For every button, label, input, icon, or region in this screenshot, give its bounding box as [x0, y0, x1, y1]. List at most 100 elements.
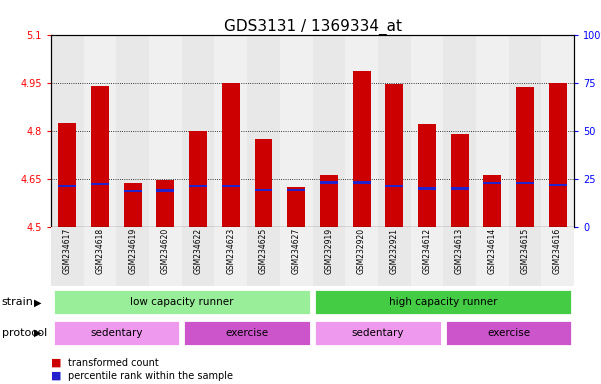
Bar [345, 35, 378, 227]
Bar [84, 227, 117, 286]
Bar [53, 320, 180, 346]
Bar [182, 35, 215, 227]
Bar [247, 227, 280, 286]
Bar [313, 227, 345, 286]
Bar [117, 227, 149, 286]
Bar [247, 35, 280, 227]
Text: GSM234616: GSM234616 [553, 228, 562, 274]
Text: GSM234622: GSM234622 [194, 228, 203, 274]
Bar [149, 227, 182, 286]
Bar [476, 35, 508, 227]
Text: low capacity runner: low capacity runner [130, 297, 234, 307]
Bar [418, 124, 436, 227]
Text: exercise: exercise [225, 328, 269, 338]
Text: sedentary: sedentary [90, 328, 142, 338]
Bar [445, 320, 572, 346]
Text: ■: ■ [51, 358, 61, 368]
Text: ■: ■ [51, 371, 61, 381]
Bar [314, 320, 442, 346]
Bar [549, 184, 567, 186]
Bar [320, 175, 338, 227]
Bar [91, 86, 109, 227]
Bar [320, 181, 338, 184]
Bar [476, 227, 508, 286]
Text: GSM234619: GSM234619 [128, 228, 137, 274]
Bar [378, 35, 410, 227]
Text: GSM234623: GSM234623 [227, 228, 236, 274]
Bar [124, 190, 142, 192]
Bar [542, 227, 574, 286]
Bar [58, 185, 76, 187]
Bar [280, 35, 313, 227]
Text: GSM234627: GSM234627 [291, 228, 300, 274]
Bar [508, 35, 542, 227]
Text: GSM234620: GSM234620 [161, 228, 170, 274]
Bar [516, 182, 534, 184]
Bar [51, 35, 84, 227]
Text: ▶: ▶ [34, 297, 41, 308]
Bar [385, 185, 403, 187]
Bar [156, 189, 174, 192]
Text: GSM232920: GSM232920 [357, 228, 366, 274]
Bar [91, 183, 109, 185]
Bar [418, 187, 436, 190]
Text: ▶: ▶ [34, 328, 41, 338]
Text: transformed count: transformed count [68, 358, 159, 368]
Text: sedentary: sedentary [352, 328, 404, 338]
Bar [254, 189, 272, 191]
Bar [51, 227, 84, 286]
Text: GSM232919: GSM232919 [325, 228, 334, 274]
Bar [451, 134, 469, 227]
Bar [443, 227, 476, 286]
Bar [508, 227, 542, 286]
Text: percentile rank within the sample: percentile rank within the sample [68, 371, 233, 381]
Text: GSM234618: GSM234618 [96, 228, 105, 274]
Bar [124, 184, 142, 227]
Text: exercise: exercise [487, 328, 530, 338]
Bar [222, 185, 240, 187]
Bar [483, 182, 501, 184]
Text: GSM232921: GSM232921 [389, 228, 398, 274]
Bar [287, 187, 305, 227]
Bar [385, 84, 403, 227]
Bar [189, 185, 207, 187]
Text: GSM234614: GSM234614 [488, 228, 497, 274]
Bar [542, 35, 574, 227]
Bar [443, 35, 476, 227]
Text: high capacity runner: high capacity runner [389, 297, 498, 307]
Bar [549, 83, 567, 227]
Text: GSM234615: GSM234615 [520, 228, 529, 274]
Bar [117, 35, 149, 227]
Bar [313, 35, 345, 227]
Bar [353, 71, 371, 227]
Bar [287, 189, 305, 191]
Title: GDS3131 / 1369334_at: GDS3131 / 1369334_at [224, 18, 401, 35]
Text: GSM234617: GSM234617 [63, 228, 72, 274]
Bar [182, 227, 215, 286]
Bar [314, 290, 572, 315]
Bar [280, 227, 313, 286]
Bar [53, 290, 311, 315]
Bar [378, 227, 410, 286]
Bar [516, 88, 534, 227]
Bar [410, 35, 443, 227]
Bar [149, 35, 182, 227]
Bar [84, 35, 117, 227]
Bar [215, 35, 247, 227]
Bar [222, 83, 240, 227]
Bar [189, 131, 207, 227]
Bar [58, 122, 76, 227]
Text: GSM234613: GSM234613 [455, 228, 464, 274]
Text: GSM234612: GSM234612 [423, 228, 432, 274]
Text: strain: strain [2, 297, 34, 308]
Bar [410, 227, 443, 286]
Bar [215, 227, 247, 286]
Bar [254, 139, 272, 227]
Text: GSM234625: GSM234625 [259, 228, 268, 274]
Text: protocol: protocol [2, 328, 47, 338]
Bar [183, 320, 311, 346]
Bar [345, 227, 378, 286]
Bar [353, 181, 371, 184]
Bar [451, 187, 469, 190]
Bar [483, 175, 501, 227]
